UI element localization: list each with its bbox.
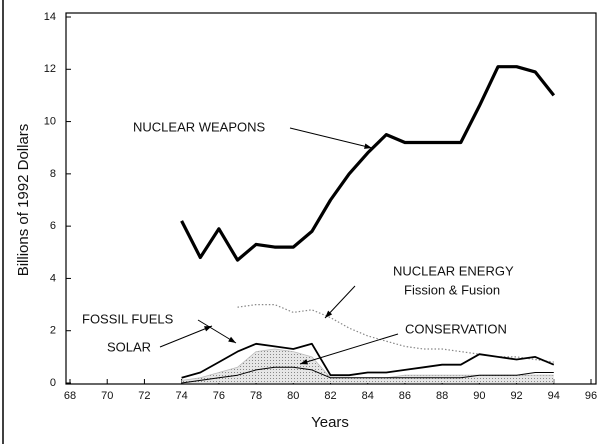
series-label: CONSERVATION [405,321,507,336]
series-label: SOLAR [107,339,151,354]
series-label: NUCLEAR WEAPONS [133,119,266,134]
x-axis-label: Years [311,414,349,431]
x-tick-label: 96 [585,390,597,402]
arrow-head [325,310,333,318]
line [181,342,555,379]
x-tick-label: 72 [138,390,150,402]
area [181,349,554,383]
arrow-line [159,325,213,348]
y-tick-label: 8 [50,168,56,180]
y-tick-label: 10 [44,115,56,127]
y-tick-label: 4 [50,272,56,284]
series-label: FOSSIL FUELS [82,311,174,326]
y-tick-label: 6 [50,220,56,232]
x-tick-label: 80 [287,390,299,402]
x-tick-label: 94 [548,390,560,402]
x-tick-label: 90 [473,390,485,402]
arrow-head [300,359,308,365]
arrow-head [228,336,236,343]
series-label: NUCLEAR ENERGY [393,263,514,278]
arrow-line [299,333,399,365]
x-tick-label: 88 [436,390,448,402]
y-tick-label: 12 [44,63,56,75]
y-tick-label: 14 [44,11,56,23]
x-tick-label: 82 [324,390,336,402]
x-tick-label: 78 [250,390,262,402]
line [181,366,554,384]
y-axis-label: Billions of 1992 Dollars [15,124,32,277]
x-tick-label: 86 [399,390,411,402]
line [180,65,556,262]
y-tick-label: 0 [50,377,56,389]
x-tick-label: 68 [64,390,76,402]
arrow-head [364,143,372,149]
annotation: Fission & Fusion [404,282,500,297]
x-tick-label: 76 [213,390,225,402]
y-tick-label: 2 [50,325,56,337]
x-tick-label: 84 [362,390,374,402]
x-tick-label: 70 [101,390,113,402]
arrow-line [289,127,373,149]
arrow-head [204,326,212,332]
x-tick-label: 92 [510,390,522,402]
x-tick-label: 74 [176,390,188,402]
